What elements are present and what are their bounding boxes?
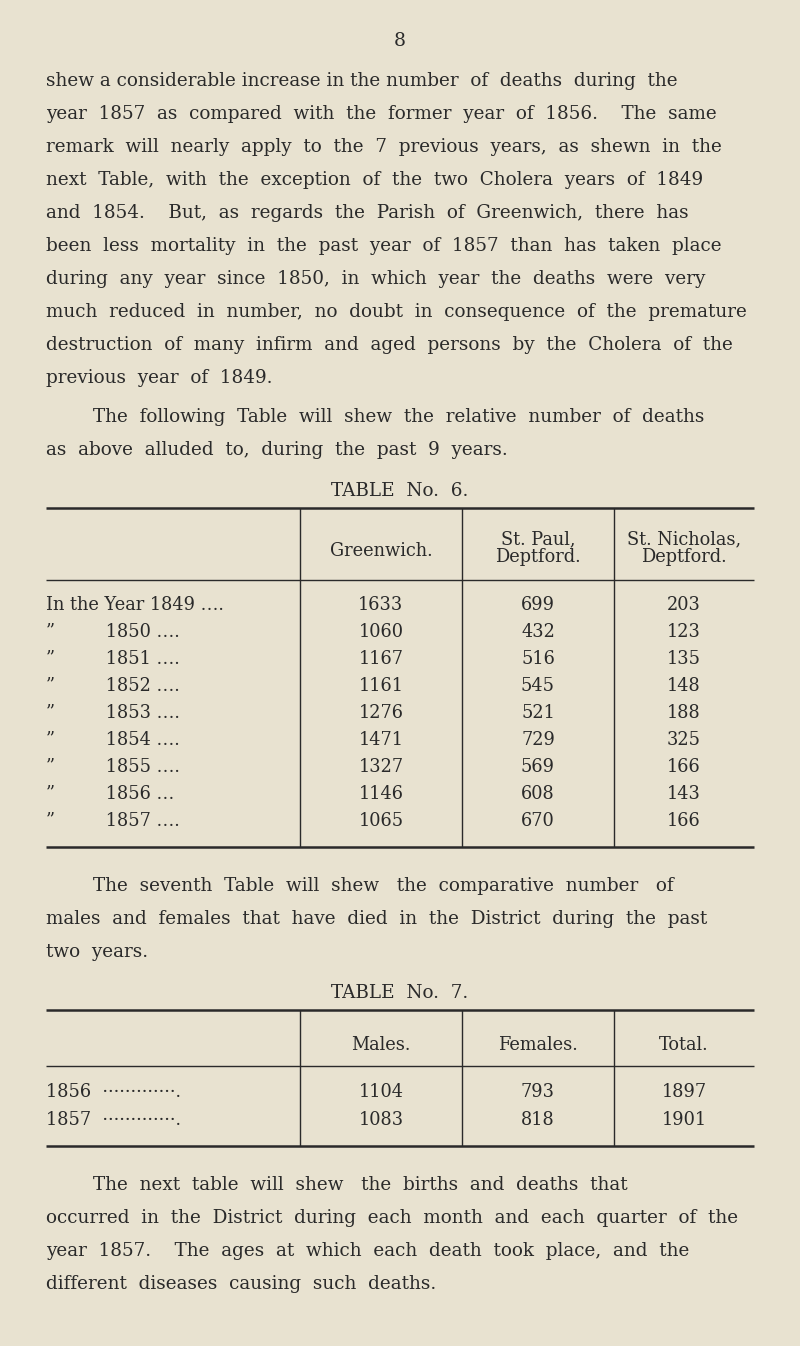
Text: as  above  alluded  to,  during  the  past  9  years.: as above alluded to, during the past 9 y… — [46, 441, 508, 459]
Text: 1065: 1065 — [358, 812, 403, 830]
Text: 143: 143 — [667, 785, 701, 804]
Text: Females.: Females. — [498, 1036, 578, 1054]
Text: next  Table,  with  the  exception  of  the  two  Cholera  years  of  1849: next Table, with the exception of the tw… — [46, 171, 703, 188]
Text: St. Paul,: St. Paul, — [501, 530, 575, 548]
Text: TABLE  No.  6.: TABLE No. 6. — [331, 482, 469, 499]
Text: 1276: 1276 — [358, 704, 403, 721]
Text: previous  year  of  1849.: previous year of 1849. — [46, 369, 273, 388]
Text: ”         1851 ….: ” 1851 …. — [46, 650, 180, 668]
Text: 521: 521 — [521, 704, 555, 721]
Text: 1083: 1083 — [358, 1110, 403, 1129]
Text: 1901: 1901 — [662, 1110, 706, 1129]
Text: The  next  table  will  shew   the  births  and  deaths  that: The next table will shew the births and … — [46, 1176, 628, 1194]
Text: ”         1854 ….: ” 1854 …. — [46, 731, 180, 748]
Text: shew a considerable increase in the number  of  deaths  during  the: shew a considerable increase in the numb… — [46, 71, 678, 90]
Text: 8: 8 — [394, 32, 406, 50]
Text: 166: 166 — [667, 812, 701, 830]
Text: 166: 166 — [667, 758, 701, 777]
Text: ”         1853 ….: ” 1853 …. — [46, 704, 180, 721]
Text: 1104: 1104 — [358, 1084, 403, 1101]
Text: 818: 818 — [521, 1110, 555, 1129]
Text: 203: 203 — [667, 596, 701, 614]
Text: 1161: 1161 — [358, 677, 403, 695]
Text: and  1854.    But,  as  regards  the  Parish  of  Greenwich,  there  has: and 1854. But, as regards the Parish of … — [46, 205, 689, 222]
Text: 123: 123 — [667, 623, 701, 641]
Text: TABLE  No.  7.: TABLE No. 7. — [331, 984, 469, 1001]
Text: 432: 432 — [521, 623, 555, 641]
Text: 1060: 1060 — [358, 623, 403, 641]
Text: 1167: 1167 — [358, 650, 403, 668]
Text: 516: 516 — [521, 650, 555, 668]
Text: 793: 793 — [521, 1084, 555, 1101]
Text: 1633: 1633 — [358, 596, 404, 614]
Text: year  1857  as  compared  with  the  former  year  of  1856.    The  same: year 1857 as compared with the former ye… — [46, 105, 717, 122]
Text: ”         1855 ….: ” 1855 …. — [46, 758, 180, 777]
Text: 1146: 1146 — [358, 785, 403, 804]
Text: different  diseases  causing  such  deaths.: different diseases causing such deaths. — [46, 1275, 436, 1294]
Text: 670: 670 — [521, 812, 555, 830]
Text: The  seventh  Table  will  shew   the  comparative  number   of: The seventh Table will shew the comparat… — [46, 878, 674, 895]
Text: been  less  mortality  in  the  past  year  of  1857  than  has  taken  place: been less mortality in the past year of … — [46, 237, 722, 254]
Text: St. Nicholas,: St. Nicholas, — [627, 530, 741, 548]
Text: In the Year 1849 ….: In the Year 1849 …. — [46, 596, 224, 614]
Text: remark  will  nearly  apply  to  the  7  previous  years,  as  shewn  in  the: remark will nearly apply to the 7 previo… — [46, 139, 722, 156]
Text: Males.: Males. — [351, 1036, 410, 1054]
Text: 729: 729 — [521, 731, 555, 748]
Text: Deptford.: Deptford. — [641, 548, 727, 567]
Text: ”         1856 …: ” 1856 … — [46, 785, 174, 804]
Text: 148: 148 — [667, 677, 701, 695]
Text: The  following  Table  will  shew  the  relative  number  of  deaths: The following Table will shew the relati… — [46, 408, 704, 425]
Text: two  years.: two years. — [46, 944, 148, 961]
Text: 569: 569 — [521, 758, 555, 777]
Text: 135: 135 — [667, 650, 701, 668]
Text: ”         1852 ….: ” 1852 …. — [46, 677, 180, 695]
Text: 699: 699 — [521, 596, 555, 614]
Text: 1856  ·············.: 1856 ·············. — [46, 1084, 181, 1101]
Text: during  any  year  since  1850,  in  which  year  the  deaths  were  very: during any year since 1850, in which yea… — [46, 271, 706, 288]
Text: 1471: 1471 — [358, 731, 403, 748]
Text: ”         1857 ….: ” 1857 …. — [46, 812, 180, 830]
Text: much  reduced  in  number,  no  doubt  in  consequence  of  the  premature: much reduced in number, no doubt in cons… — [46, 303, 747, 320]
Text: year  1857.    The  ages  at  which  each  death  took  place,  and  the: year 1857. The ages at which each death … — [46, 1242, 690, 1260]
Text: Total.: Total. — [659, 1036, 709, 1054]
Text: 545: 545 — [521, 677, 555, 695]
Text: destruction  of  many  infirm  and  aged  persons  by  the  Cholera  of  the: destruction of many infirm and aged pers… — [46, 336, 733, 354]
Text: 188: 188 — [667, 704, 701, 721]
Text: males  and  females  that  have  died  in  the  District  during  the  past: males and females that have died in the … — [46, 910, 707, 927]
Text: occurred  in  the  District  during  each  month  and  each  quarter  of  the: occurred in the District during each mon… — [46, 1209, 738, 1228]
Text: 1857  ·············.: 1857 ·············. — [46, 1110, 181, 1129]
Text: Deptford.: Deptford. — [495, 548, 581, 567]
Text: Greenwich.: Greenwich. — [330, 542, 432, 560]
Text: 325: 325 — [667, 731, 701, 748]
Text: 608: 608 — [521, 785, 555, 804]
Text: 1897: 1897 — [662, 1084, 706, 1101]
Text: 1327: 1327 — [358, 758, 403, 777]
Text: ”         1850 ….: ” 1850 …. — [46, 623, 180, 641]
